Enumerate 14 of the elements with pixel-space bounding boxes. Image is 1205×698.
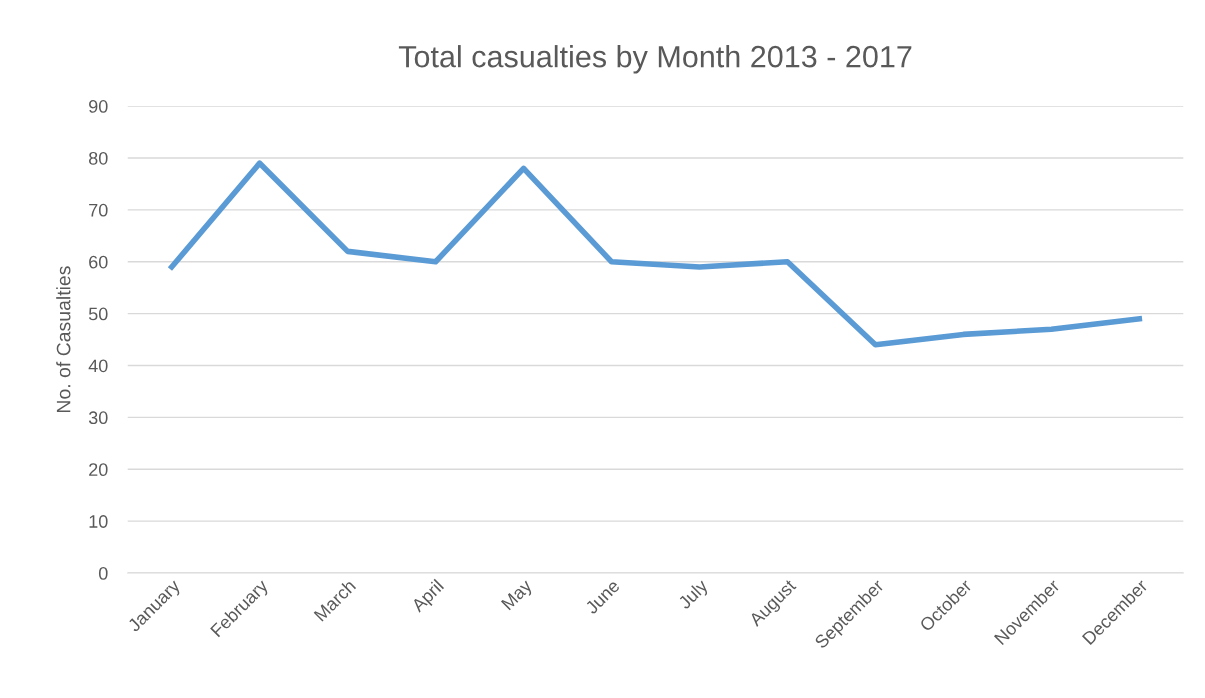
y-tick-label: 60 [89, 255, 108, 269]
y-tick-label: 20 [89, 463, 108, 477]
x-tick-label: July [677, 577, 712, 613]
y-tick-label: 50 [88, 307, 108, 321]
y-tick-label: 70 [89, 203, 108, 217]
y-axis-title: No. of Casualties [56, 266, 71, 413]
y-tick-label: 90 [89, 100, 108, 113]
y-tick-label: 10 [89, 515, 108, 528]
chart-title: Total casualties by Month 2013 - 2017 [398, 45, 912, 74]
y-tick-label: 0 [98, 566, 108, 580]
y-tick-label: 30 [88, 411, 108, 425]
y-tick-label: 80 [88, 151, 108, 165]
x-tick-label: May [500, 578, 536, 613]
y-tick-label: 40 [88, 359, 108, 373]
